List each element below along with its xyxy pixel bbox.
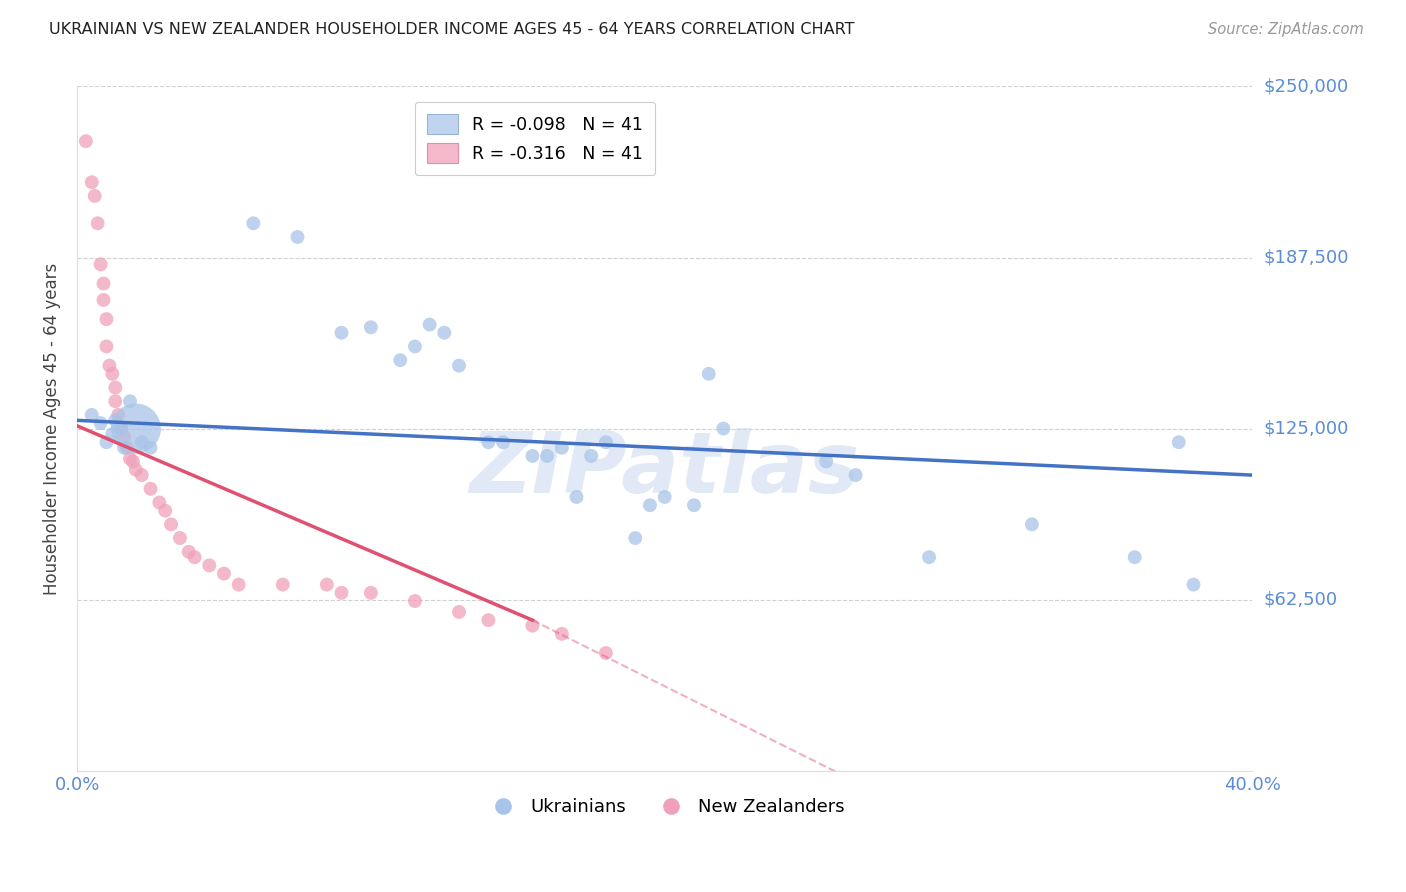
- Point: [148, 495, 170, 509]
- Point: [101, 427, 124, 442]
- Point: [131, 435, 153, 450]
- Point: [228, 577, 250, 591]
- Point: [815, 454, 838, 468]
- Point: [125, 421, 148, 435]
- Point: [654, 490, 676, 504]
- Point: [360, 320, 382, 334]
- Point: [98, 359, 121, 373]
- Point: [110, 421, 132, 435]
- Point: [83, 189, 105, 203]
- Text: $62,500: $62,500: [1264, 591, 1337, 608]
- Point: [90, 257, 112, 271]
- Point: [110, 421, 132, 435]
- Point: [93, 293, 115, 307]
- Point: [447, 605, 470, 619]
- Point: [1182, 577, 1205, 591]
- Point: [107, 408, 129, 422]
- Point: [433, 326, 456, 340]
- Point: [122, 454, 145, 468]
- Point: [155, 504, 177, 518]
- Text: Source: ZipAtlas.com: Source: ZipAtlas.com: [1208, 22, 1364, 37]
- Point: [551, 441, 574, 455]
- Text: $187,500: $187,500: [1264, 249, 1348, 267]
- Point: [595, 435, 617, 450]
- Point: [160, 517, 183, 532]
- Point: [169, 531, 191, 545]
- Point: [845, 468, 868, 483]
- Text: UKRAINIAN VS NEW ZEALANDER HOUSEHOLDER INCOME AGES 45 - 64 YEARS CORRELATION CHA: UKRAINIAN VS NEW ZEALANDER HOUSEHOLDER I…: [49, 22, 855, 37]
- Point: [104, 413, 127, 427]
- Point: [118, 394, 141, 409]
- Point: [183, 550, 205, 565]
- Point: [112, 430, 135, 444]
- Text: ZIPatlas: ZIPatlas: [470, 428, 860, 511]
- Point: [118, 451, 141, 466]
- Point: [96, 312, 118, 326]
- Point: [101, 367, 124, 381]
- Point: [104, 394, 127, 409]
- Point: [683, 498, 706, 512]
- Point: [697, 367, 720, 381]
- Point: [287, 230, 309, 244]
- Point: [492, 435, 515, 450]
- Point: [96, 435, 118, 450]
- Point: [404, 594, 426, 608]
- Point: [1167, 435, 1189, 450]
- Point: [477, 613, 499, 627]
- Point: [360, 586, 382, 600]
- Point: [536, 449, 558, 463]
- Point: [93, 277, 115, 291]
- Point: [271, 577, 294, 591]
- Point: [579, 449, 602, 463]
- Point: [139, 441, 162, 455]
- Point: [638, 498, 661, 512]
- Point: [115, 441, 138, 455]
- Point: [624, 531, 647, 545]
- Point: [1123, 550, 1146, 565]
- Point: [918, 550, 941, 565]
- Point: [477, 435, 499, 450]
- Point: [80, 175, 103, 189]
- Point: [112, 441, 135, 455]
- Point: [315, 577, 337, 591]
- Point: [389, 353, 412, 368]
- Point: [1021, 517, 1043, 532]
- Point: [75, 134, 97, 148]
- Point: [242, 216, 264, 230]
- Point: [125, 462, 148, 476]
- Point: [565, 490, 588, 504]
- Point: [80, 408, 103, 422]
- Point: [96, 339, 118, 353]
- Text: $125,000: $125,000: [1264, 419, 1348, 438]
- Point: [139, 482, 162, 496]
- Point: [595, 646, 617, 660]
- Point: [551, 627, 574, 641]
- Point: [177, 545, 200, 559]
- Point: [198, 558, 221, 573]
- Point: [330, 586, 353, 600]
- Point: [404, 339, 426, 353]
- Point: [447, 359, 470, 373]
- Point: [522, 618, 544, 632]
- Point: [419, 318, 441, 332]
- Point: [86, 216, 108, 230]
- Point: [104, 380, 127, 394]
- Point: [713, 421, 735, 435]
- Point: [522, 449, 544, 463]
- Point: [330, 326, 353, 340]
- Point: [90, 416, 112, 430]
- Point: [212, 566, 235, 581]
- Point: [131, 468, 153, 483]
- Y-axis label: Householder Income Ages 45 - 64 years: Householder Income Ages 45 - 64 years: [44, 262, 60, 595]
- Legend: Ukrainians, New Zealanders: Ukrainians, New Zealanders: [478, 791, 852, 823]
- Text: $250,000: $250,000: [1264, 78, 1348, 95]
